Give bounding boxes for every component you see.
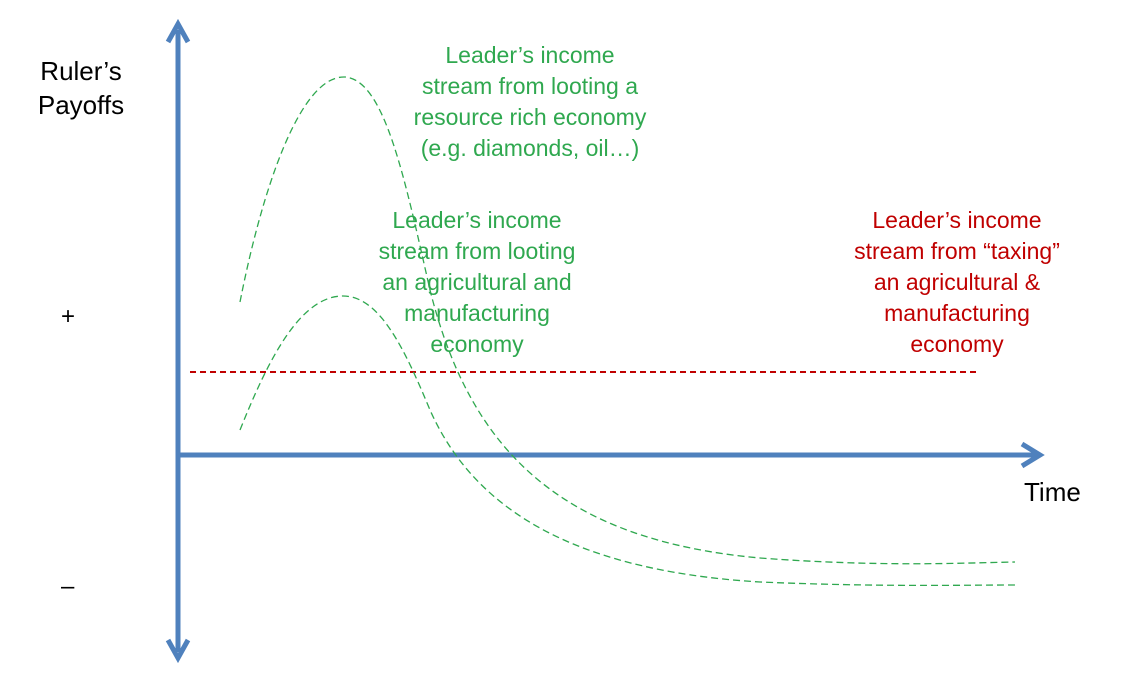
annotation-line: manufacturing [404,300,550,326]
agricultural-looting-annotation: Leader’s income stream from looting an a… [342,205,612,360]
plus-sign: + [61,303,76,330]
y-axis-label-line: Payoffs [37,90,125,120]
annotation-line: an agricultural & [873,269,1041,295]
minus-sign: – [61,573,75,600]
annotation-line: an agricultural and [382,269,572,295]
y-axis-arrow-top [165,18,191,44]
resource-rich-looting-curve [239,76,1016,565]
annotation-line: Leader’s income [872,207,1042,233]
resource-rich-annotation: Leader’s income stream from looting a re… [380,40,680,164]
agricultural-taxing-annotation: Leader’s income stream from “taxing” an … [822,205,1092,360]
x-axis-label: Time [1024,477,1081,507]
annotation-line: Leader’s income [445,42,615,68]
annotation-line: stream from looting a [421,73,639,99]
annotation-line: stream from “taxing” [854,238,1060,264]
x-axis-arrow [1020,441,1045,469]
agricultural-looting-curve [239,295,1016,587]
annotation-line: Leader’s income [392,207,562,233]
annotation-line: stream from looting [378,238,576,264]
annotation-line: economy [430,331,524,357]
annotation-line: resource rich economy [413,104,647,130]
annotation-line: (e.g. diamonds, oil…) [420,135,640,161]
y-axis-label: Ruler’s Payoffs [28,54,134,122]
y-axis-arrow-bottom [165,638,191,664]
annotation-line: economy [910,331,1004,357]
y-axis-label-line: Ruler’s [40,56,122,86]
annotation-line: manufacturing [884,300,1030,326]
